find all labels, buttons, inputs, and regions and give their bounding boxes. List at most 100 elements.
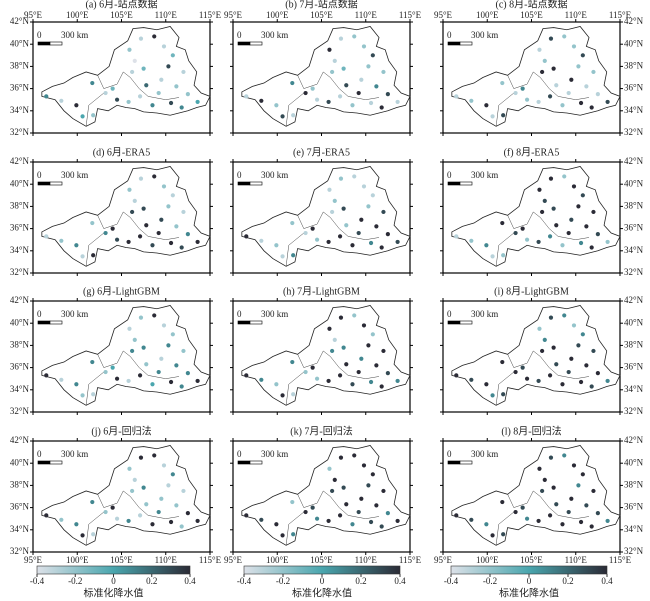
station-dot	[385, 371, 390, 376]
y-tick-label: 40°N	[10, 178, 30, 188]
station-dot	[469, 98, 474, 103]
station-dot	[379, 524, 384, 529]
station-dot	[454, 234, 459, 239]
station-dot	[524, 516, 530, 521]
station-dot	[548, 176, 554, 181]
station-dot	[337, 513, 343, 518]
sub-basin-line	[285, 232, 304, 267]
station-dot	[330, 69, 335, 75]
station-dot	[330, 209, 335, 215]
y-tick-label: 36°N	[10, 362, 30, 372]
y-tick-label: 38°N	[10, 200, 30, 210]
station-dot	[327, 466, 332, 471]
station-dot	[374, 503, 379, 508]
station-dot	[395, 518, 400, 524]
station-dot	[159, 217, 164, 222]
station-dot	[571, 323, 577, 328]
y-tick-label: 42°N	[10, 16, 30, 26]
station-dot	[500, 80, 505, 86]
station-dot	[327, 187, 332, 192]
station-dot	[170, 193, 175, 198]
station-dot	[280, 393, 285, 398]
station-dot	[166, 343, 171, 348]
station-dot	[554, 83, 559, 88]
station-dot	[500, 499, 505, 505]
x-tick-label: 100°E	[476, 10, 499, 20]
station-dot	[130, 209, 135, 215]
station-dot	[350, 103, 355, 108]
station-dot	[280, 533, 285, 538]
y-tick-label: 32°N	[10, 127, 30, 137]
station-dot	[560, 382, 565, 387]
station-dot	[174, 84, 179, 89]
station-dot	[168, 379, 174, 385]
station-dot	[591, 209, 596, 215]
station-dot	[291, 392, 296, 397]
station-dot	[368, 519, 374, 525]
map-panel: (h) 7月-LightGBM 0 300 km	[230, 285, 413, 415]
station-dot	[469, 238, 474, 243]
station-dot	[137, 373, 143, 378]
station-dot	[569, 77, 574, 82]
x-tick-label: 110°E	[155, 555, 178, 565]
station-dot	[337, 94, 343, 99]
station-dot	[310, 365, 315, 370]
station-dot	[536, 239, 541, 245]
station-dot	[159, 77, 164, 82]
colorbar: -0.4 -0.2 0 0.2 0.4 标准化降水值	[444, 565, 613, 599]
station-dot	[150, 522, 155, 527]
basin-outline	[451, 165, 621, 267]
y-tick-label: 38°N	[624, 339, 644, 349]
x-tick-label: 115°E	[199, 10, 222, 20]
station-dot	[359, 356, 364, 361]
station-dot	[327, 47, 332, 52]
y-tick-label: 34°N	[624, 384, 644, 394]
station-dot	[520, 226, 525, 231]
map-panel: (f) 8月-ERA5 32°N 34°N 36°N 38°N 40°N 42°N 0 300 …	[440, 146, 644, 277]
y-tick-label: 38°N	[624, 60, 644, 70]
station-dot	[110, 226, 115, 231]
station-dot	[44, 373, 49, 378]
y-tick-label: 34°N	[624, 105, 644, 115]
station-dot	[560, 103, 565, 108]
x-tick-label: 115°E	[609, 10, 632, 20]
station-dot	[344, 223, 349, 228]
station-dot	[130, 348, 135, 354]
station-dot	[571, 463, 577, 468]
station-dot	[103, 509, 108, 515]
y-tick-label: 32°N	[624, 267, 644, 277]
station-dot	[366, 204, 371, 209]
colorbar-tick-label: 0.2	[146, 576, 157, 586]
station-dot	[569, 356, 574, 361]
station-dot	[368, 100, 374, 106]
scale-label: 300 km	[61, 170, 88, 180]
station-dot	[537, 466, 542, 471]
station-dot	[59, 517, 64, 522]
station-dot	[332, 337, 337, 342]
panel-title: (g) 6月-LightGBM	[83, 285, 160, 297]
station-dot	[141, 485, 146, 490]
x-tick-label: 115°E	[609, 555, 632, 565]
station-dot	[144, 83, 149, 88]
station-dot	[114, 237, 120, 242]
station-dot	[103, 369, 108, 375]
station-dot	[314, 376, 320, 381]
sub-basin-line	[97, 350, 180, 379]
station-dot	[337, 373, 343, 378]
station-dot	[338, 315, 344, 320]
station-dot	[520, 365, 525, 370]
scale-label: 0	[37, 170, 42, 180]
map-panel: (b) 7月-站点数据 95°E 100°E 105°E 110°E 115°E 0 300 …	[224, 0, 422, 136]
station-dot	[337, 234, 343, 239]
station-dot	[170, 472, 175, 477]
station-dot	[569, 217, 574, 222]
x-tick-label: 95°E	[224, 555, 243, 565]
station-dot	[141, 206, 146, 211]
colorbar-tick-label: -0.4	[237, 576, 252, 586]
sub-basin-line	[285, 511, 304, 546]
station-dot	[584, 503, 589, 508]
scale-label: 300 km	[471, 30, 498, 40]
scale-label: 300 km	[61, 449, 88, 459]
sub-basin-line	[495, 371, 514, 406]
station-dot	[161, 323, 167, 328]
